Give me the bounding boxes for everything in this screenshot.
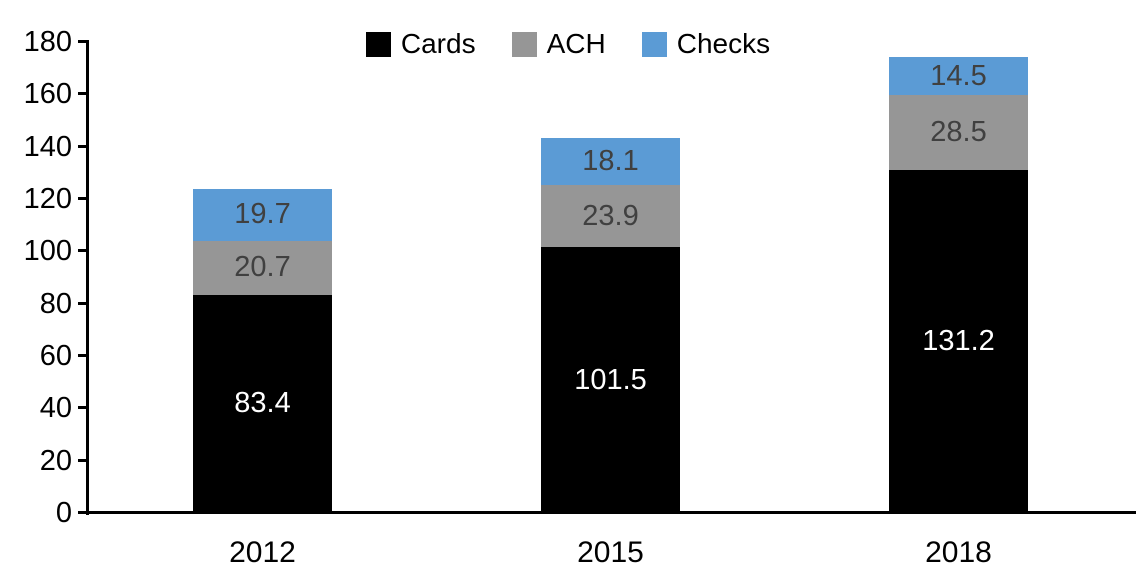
segment-value-label: 20.7	[234, 251, 291, 284]
y-axis-tick-label: 0	[55, 497, 72, 529]
segment-value-label: 19.7	[234, 198, 291, 231]
legend-swatch-ach	[511, 31, 537, 57]
y-axis-tick-label: 140	[23, 130, 72, 163]
y-axis-tick-mark	[78, 197, 89, 200]
x-axis-label-2018: 2018	[925, 536, 992, 569]
y-axis-line	[86, 40, 89, 515]
y-axis-tick-mark	[78, 92, 89, 96]
x-axis-label-2015: 2015	[577, 536, 644, 569]
legend-item-cards: Cards	[365, 28, 476, 59]
bar-2018-segment-checks: 14.5	[889, 57, 1028, 96]
segment-value-label: 83.4	[234, 387, 291, 420]
y-axis-tick-label: 160	[23, 78, 72, 111]
y-axis-tick-mark	[78, 249, 89, 253]
bar-2015-segment-checks: 18.1	[541, 137, 680, 185]
bar-2018-segment-ach: 28.5	[889, 95, 1028, 170]
bar-2015-segment-cards: 101.5	[541, 247, 680, 513]
y-axis-tick-mark	[78, 406, 89, 410]
bar-2018-segment-cards: 131.2	[889, 169, 1028, 513]
y-axis-tick-label: 40	[39, 392, 72, 425]
segment-value-label: 14.5	[930, 59, 987, 92]
legend-item-ach: ACH	[511, 28, 606, 59]
y-axis-tick-label: 60	[39, 340, 72, 372]
y-axis-tick-label: 80	[39, 287, 72, 320]
bar-2015: 101.5 23.9 18.1	[541, 137, 680, 513]
bar-2015-segment-ach: 23.9	[541, 184, 680, 248]
bar-2012: 83.4 20.7 19.7	[193, 189, 332, 513]
bar-2012-segment-cards: 83.4	[193, 294, 332, 513]
bar-2012-segment-ach: 20.7	[193, 240, 332, 295]
x-axis-label-2012: 2012	[229, 536, 296, 569]
segment-value-label: 131.2	[922, 324, 995, 357]
y-axis-tick-mark	[78, 301, 89, 305]
segment-value-label: 23.9	[582, 199, 639, 232]
legend: Cards ACH Checks	[0, 30, 1136, 58]
legend-swatch-cards	[365, 31, 391, 57]
y-axis-tick-mark	[78, 40, 89, 43]
segment-value-label: 18.1	[582, 144, 639, 177]
legend-label-cards: Cards	[400, 28, 476, 59]
segment-value-label: 28.5	[930, 115, 987, 148]
y-axis-tick-mark	[78, 354, 89, 357]
legend-label-checks: Checks	[676, 28, 771, 59]
legend-swatch-checks	[641, 31, 667, 57]
bar-2018: 131.2 28.5 14.5	[889, 57, 1028, 513]
y-axis-tick-mark	[78, 458, 89, 462]
y-axis-tick-label: 180	[23, 26, 72, 58]
segment-value-label: 101.5	[574, 363, 647, 396]
y-axis-tick-label: 100	[23, 235, 72, 268]
legend-label-ach: ACH	[546, 28, 606, 59]
y-axis-tick-mark	[78, 144, 89, 148]
y-axis-tick-label: 120	[23, 183, 72, 215]
legend-item-checks: Checks	[641, 28, 771, 59]
y-axis-tick-mark	[78, 511, 89, 514]
bar-2012-segment-checks: 19.7	[193, 189, 332, 241]
y-axis-tick-label: 20	[39, 444, 72, 477]
